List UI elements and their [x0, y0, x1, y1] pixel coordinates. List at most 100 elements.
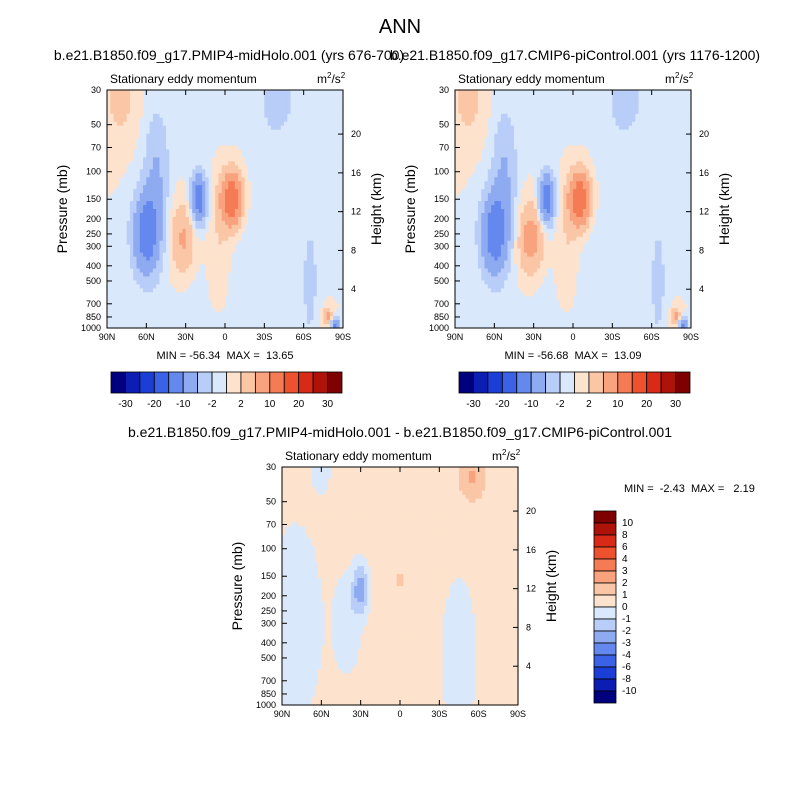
- contour-cell: [107, 129, 111, 135]
- contour-cell: [198, 101, 203, 107]
- contour-cell: [202, 93, 206, 99]
- contour-cell: [326, 101, 331, 107]
- contour-cell: [205, 90, 210, 95]
- contour-cell: [129, 149, 134, 155]
- contour-cell: [175, 109, 180, 115]
- contour-cell: [228, 117, 233, 123]
- contour-cell: [336, 113, 341, 119]
- contour-cell: [306, 145, 311, 151]
- contour-cell: [126, 121, 131, 127]
- contour-cell: [136, 125, 141, 131]
- colorbar-label: -20: [147, 399, 162, 410]
- contour-cell: [231, 137, 236, 143]
- contour-cell: [152, 141, 157, 147]
- contour-cell: [247, 137, 252, 143]
- contour-cell: [120, 137, 124, 143]
- contour-cell: [215, 101, 220, 107]
- contour-cell: [244, 101, 249, 107]
- contour-cell: [110, 105, 115, 111]
- contour-cell: [107, 133, 111, 139]
- contour-cell: [323, 97, 328, 103]
- contour-cell: [139, 109, 144, 115]
- contour-cell: [185, 113, 190, 119]
- contour-cell: [241, 93, 246, 99]
- contour-cell: [284, 113, 288, 119]
- contour-cell: [336, 109, 341, 115]
- contour-cell: [133, 129, 138, 135]
- contour-cell: [192, 109, 197, 115]
- contour-cell: [306, 133, 311, 139]
- contour-cell: [257, 105, 262, 111]
- contour-cell: [280, 129, 285, 135]
- contour-cell: [329, 145, 334, 151]
- contour-cell: [326, 90, 331, 95]
- contour-cell: [113, 145, 118, 151]
- contour-cell: [113, 101, 118, 107]
- contour-cell: [313, 141, 318, 147]
- contour-cell: [287, 145, 292, 151]
- contour-cell: [231, 113, 236, 119]
- contour-cell: [225, 101, 229, 107]
- contour-cell: [316, 121, 321, 127]
- contour-cell: [257, 97, 262, 103]
- contour-cell: [149, 113, 154, 119]
- contour-cell: [215, 109, 220, 115]
- contour-cell: [270, 109, 275, 115]
- contour-cell: [274, 125, 279, 131]
- contour-cell: [208, 145, 213, 151]
- contour-cell: [159, 117, 164, 123]
- contour-cell: [244, 125, 249, 131]
- lat-tick-label: 90S: [335, 332, 351, 342]
- contour-cell: [136, 113, 141, 119]
- contour-cell: [290, 137, 295, 143]
- panel-case-title: b.e21.B1850.f09_g17.PMIP4-midHolo.001 (y…: [54, 47, 404, 63]
- contour-cell: [195, 90, 200, 95]
- contour-cell: [169, 145, 174, 151]
- contour-cell: [306, 101, 311, 107]
- contour-cell: [231, 145, 236, 151]
- contour-cell: [264, 109, 269, 115]
- contour-cell: [107, 141, 111, 147]
- panels: b.e21.B1850.f09_g17.PMIP4-midHolo.001 (y…: [54, 47, 760, 719]
- contour-cell: [228, 141, 233, 147]
- contour-cell: [149, 125, 154, 131]
- contour-cell: [339, 125, 344, 131]
- contour-cell: [166, 113, 170, 119]
- contour-cell: [225, 137, 229, 143]
- height-tick-label: 12: [351, 207, 361, 217]
- lat-tick-label: 60S: [296, 332, 312, 342]
- pressure-tick-label: 300: [86, 241, 101, 251]
- contour-cell: [205, 117, 210, 123]
- contour-cell: [277, 109, 282, 115]
- contour-cell: [287, 117, 292, 123]
- contour-cell: [120, 113, 124, 119]
- contour-cell: [211, 125, 216, 131]
- contour-cell: [238, 97, 242, 103]
- contour-cell: [323, 137, 328, 143]
- contour-cell: [162, 133, 167, 139]
- panel2: b.e21.B1850.f09_g17.CMIP6-piControl.001 …: [390, 47, 760, 410]
- contour-cell: [133, 125, 138, 131]
- contour-cell: [156, 113, 161, 119]
- contour-cell: [225, 129, 229, 135]
- contour-cell: [336, 133, 341, 139]
- contour-cell: [313, 145, 318, 151]
- contour-cell: [195, 109, 200, 115]
- contour-cell: [172, 117, 177, 123]
- contour-cell: [287, 149, 292, 155]
- contour-cell: [333, 90, 338, 95]
- contour-cell: [218, 133, 223, 139]
- contour-cell: [123, 137, 128, 143]
- contour-cell: [169, 121, 174, 127]
- contour-cell: [244, 117, 249, 123]
- contour-cell: [316, 101, 321, 107]
- contour-cell: [188, 121, 193, 127]
- contour-cell: [267, 121, 272, 127]
- contour-cell: [185, 90, 190, 95]
- contour-cell: [280, 117, 285, 123]
- contour-cell: [159, 137, 164, 143]
- contour-cell: [159, 125, 164, 131]
- contour-cell: [120, 101, 124, 107]
- contour-cell: [110, 117, 115, 123]
- contour-cell: [202, 125, 206, 131]
